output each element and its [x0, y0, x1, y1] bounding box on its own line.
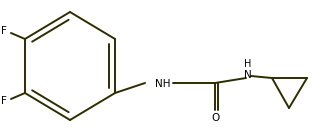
Text: O: O — [211, 113, 219, 123]
Text: N: N — [244, 70, 252, 80]
Text: NH: NH — [155, 79, 171, 89]
Text: F: F — [1, 96, 7, 106]
Text: H: H — [244, 59, 252, 69]
Text: F: F — [1, 26, 7, 36]
